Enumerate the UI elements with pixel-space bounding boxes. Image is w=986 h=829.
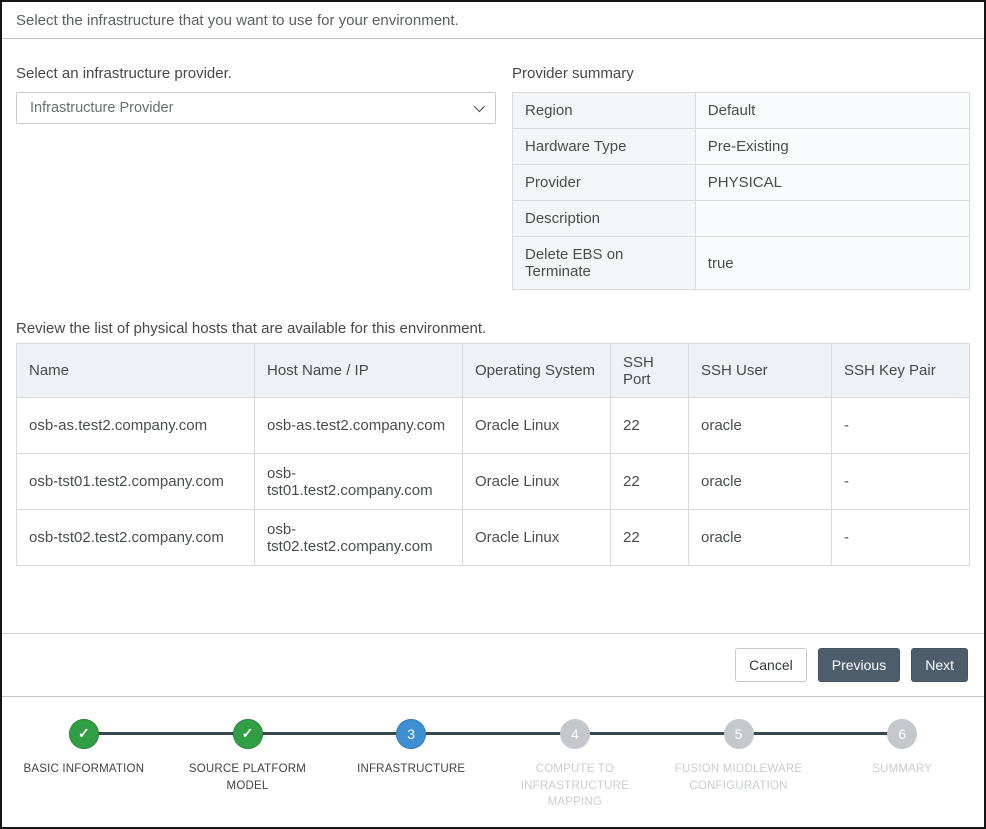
step-number: 5 (734, 725, 743, 742)
step-pending-dot: 6 (887, 718, 918, 749)
step-number: 4 (570, 725, 579, 742)
host-ssh-keypair-cell: - (831, 453, 970, 510)
step-active-dot[interactable]: 3 (396, 718, 427, 749)
provider-summary-table: Region Default Hardware Type Pre-Existin… (512, 92, 971, 290)
host-ssh-port-cell: 22 (610, 453, 689, 510)
column-header-name: Name (16, 343, 255, 398)
action-bar: Cancel Previous Next (2, 632, 984, 696)
host-ssh-keypair-cell: - (831, 509, 970, 566)
check-icon: ✓ (77, 725, 90, 742)
column-header-ssh-key-pair: SSH Key Pair (831, 343, 970, 398)
wizard-track (83, 731, 903, 735)
summary-label: Hardware Type (512, 128, 696, 165)
cancel-button[interactable]: Cancel (735, 647, 807, 682)
host-os-cell: Oracle Linux (462, 453, 611, 510)
hosts-list-description: Review the list of physical hosts that a… (16, 320, 487, 337)
step-number: 3 (407, 725, 416, 742)
table-row: Delete EBS on Terminate true (512, 236, 971, 290)
step-complete-dot[interactable]: ✓ (68, 718, 99, 749)
table-row: Description (512, 200, 971, 237)
infrastructure-provider-select[interactable]: Infrastructure Provider (16, 92, 496, 124)
wizard-progress: ✓ BASIC INFORMATION ✓ SOURCE PLATFORM MO… (2, 695, 984, 827)
step-complete-dot[interactable]: ✓ (232, 718, 263, 749)
host-ssh-user-cell: oracle (688, 397, 832, 454)
wizard-step-source-platform-model[interactable]: ✓ SOURCE PLATFORM MODEL (166, 718, 330, 811)
wizard-step-compute-to-infrastructure-mapping: 4 COMPUTE TO INFRASTRUCTURE MAPPING (493, 718, 657, 811)
summary-label: Provider (512, 164, 696, 201)
table-row: osb-as.test2.company.com osb-as.test2.co… (16, 397, 970, 454)
wizard-step-infrastructure[interactable]: 3 INFRASTRUCTURE (329, 718, 493, 811)
table-header-row: Name Host Name / IP Operating System SSH… (16, 343, 970, 398)
summary-value: PHYSICAL (694, 164, 971, 201)
next-button[interactable]: Next (911, 647, 968, 682)
host-ssh-user-cell: oracle (688, 509, 832, 566)
table-row: Region Default (512, 92, 971, 129)
table-row: osb-tst02.test2.company.com osb-tst02.te… (16, 509, 970, 566)
step-label: BASIC INFORMATION (23, 762, 145, 775)
wizard-step-fusion-middleware-configuration: 5 FUSION MIDDLEWARE CONFIGURATION (657, 718, 821, 811)
summary-value: Pre-Existing (694, 128, 971, 165)
host-ssh-user-cell: oracle (688, 453, 832, 510)
host-name-cell: osb-tst01.test2.company.com (16, 453, 255, 510)
step-pending-dot: 5 (723, 718, 754, 749)
host-name-cell: osb-tst02.test2.company.com (16, 509, 255, 566)
table-row: Provider PHYSICAL (512, 164, 971, 201)
provider-select-label: Select an infrastructure provider. (16, 65, 232, 82)
step-label: SOURCE PLATFORM MODEL (188, 762, 307, 792)
previous-button[interactable]: Previous (817, 647, 901, 682)
step-label: SUMMARY (872, 762, 933, 775)
dialog-content: Select an infrastructure provider. Infra… (2, 39, 984, 579)
summary-label: Region (512, 92, 696, 129)
provider-summary-title: Provider summary (512, 65, 634, 82)
column-header-ssh-port: SSH Port (610, 343, 689, 398)
column-header-operating-system: Operating System (462, 343, 611, 398)
wizard-step-basic-information[interactable]: ✓ BASIC INFORMATION (2, 718, 166, 811)
infrastructure-provider-select-value: Infrastructure Provider (30, 100, 174, 116)
step-label: FUSION MIDDLEWARE CONFIGURATION (674, 762, 803, 792)
host-ip-cell: osb-tst02.test2.company.com (254, 509, 463, 566)
host-ssh-keypair-cell: - (831, 397, 970, 454)
table-row: osb-tst01.test2.company.com osb-tst01.te… (16, 453, 970, 510)
summary-label: Description (512, 200, 696, 237)
check-icon: ✓ (241, 725, 254, 742)
host-name-cell: osb-as.test2.company.com (16, 397, 255, 454)
summary-value: Default (694, 92, 971, 129)
host-ssh-port-cell: 22 (610, 509, 689, 566)
wizard-step-summary: 6 SUMMARY (820, 718, 984, 811)
host-ip-cell: osb-as.test2.company.com (254, 397, 463, 454)
column-header-hostname-ip: Host Name / IP (254, 343, 463, 398)
dialog-title: Select the infrastructure that you want … (2, 2, 984, 39)
physical-hosts-table: Name Host Name / IP Operating System SSH… (16, 343, 970, 566)
step-pending-dot: 4 (559, 718, 590, 749)
step-number: 6 (898, 725, 907, 742)
step-label: COMPUTE TO INFRASTRUCTURE MAPPING (520, 762, 629, 809)
summary-value: true (694, 236, 971, 290)
host-ip-cell: osb-tst01.test2.company.com (254, 453, 463, 510)
host-ssh-port-cell: 22 (610, 397, 689, 454)
summary-value (694, 200, 971, 237)
summary-label: Delete EBS on Terminate (512, 236, 696, 290)
step-label: INFRASTRUCTURE (357, 762, 466, 775)
host-os-cell: Oracle Linux (462, 397, 611, 454)
table-row: Hardware Type Pre-Existing (512, 128, 971, 165)
column-header-ssh-user: SSH User (688, 343, 832, 398)
chevron-down-icon (473, 100, 486, 113)
host-os-cell: Oracle Linux (462, 509, 611, 566)
